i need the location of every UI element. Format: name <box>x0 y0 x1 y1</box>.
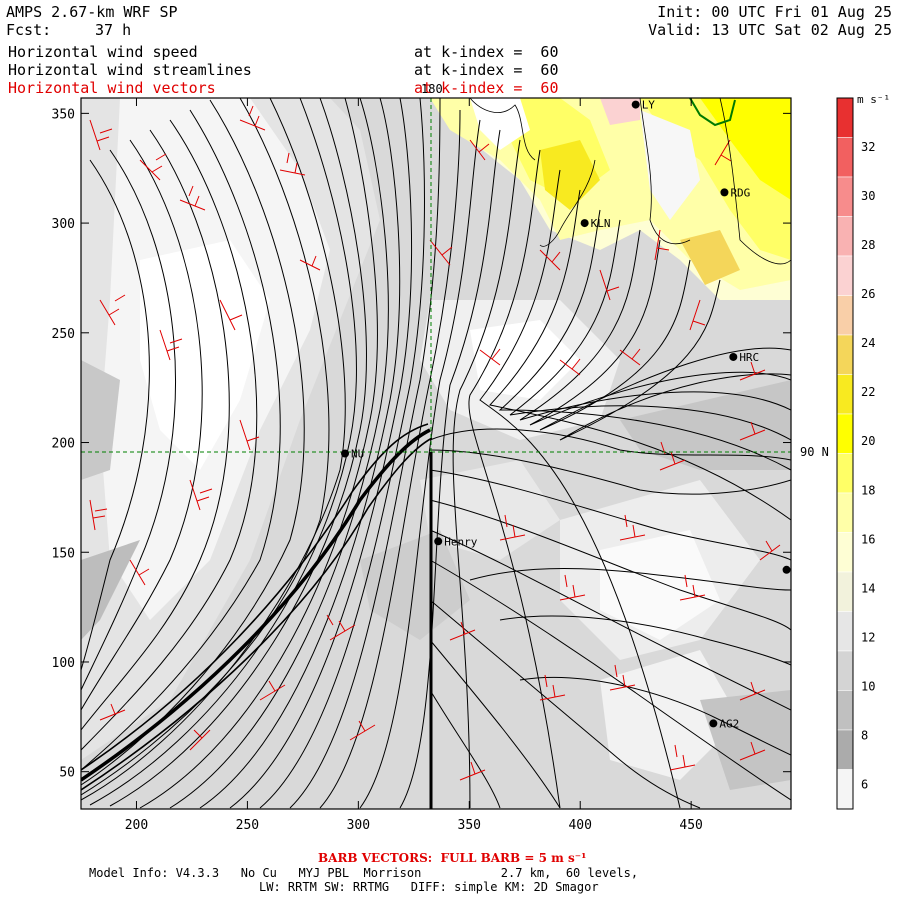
plot-frame <box>80 97 792 810</box>
colorbar-box <box>836 650 854 691</box>
station-label: NU <box>351 448 364 461</box>
y-tick-label: 150 <box>52 546 75 561</box>
colorbar-label: 12 <box>861 630 875 644</box>
station-dot <box>434 537 443 546</box>
station-label: HRC <box>739 351 759 364</box>
coastlines <box>469 98 791 265</box>
colorbar-box <box>836 611 854 652</box>
station-label: KLN <box>591 217 611 230</box>
station-dot <box>341 449 350 458</box>
colorbar-label: 6 <box>861 777 868 791</box>
y-tick-label: 300 <box>52 217 75 232</box>
kindex-wind-vectors: at k-index = 60 <box>414 79 559 97</box>
x-tick-label: 200 <box>125 818 148 833</box>
barb-vector-note: BARB VECTORS: FULL BARB = 5 m s⁻¹ <box>318 851 587 865</box>
colorbar-box <box>836 571 854 612</box>
colorbar-box <box>836 374 854 415</box>
station-label: AG2 <box>719 717 739 730</box>
streamlines <box>81 98 791 809</box>
parallel-label: 90 N <box>800 445 829 459</box>
colorbar-box <box>836 216 854 257</box>
valid-time: Valid: 13 UTC Sat 02 Aug 25 <box>648 21 892 39</box>
station-markers: LY RDG KLN HRC NU Henry AG2 <box>341 99 791 730</box>
wind-barbs <box>89 105 781 781</box>
colorbar-label: 28 <box>861 238 875 252</box>
colorbar-label: 8 <box>861 728 868 742</box>
y-tick-label: 200 <box>52 437 75 452</box>
x-tick-label: 300 <box>347 818 370 833</box>
colorbar-box <box>836 295 854 336</box>
field-wind-streamlines: Horizontal wind streamlines <box>8 61 252 79</box>
kindex-wind-speed: at k-index = 60 <box>414 43 559 61</box>
colorbar-box <box>836 729 854 770</box>
colorbar-box <box>836 97 854 138</box>
y-tick-label: 250 <box>52 327 75 342</box>
wind-speed-map: LY RDG KLN HRC NU Henry AG2 200 250 300 350 400 450… <box>52 82 829 833</box>
colorbar-box <box>836 176 854 217</box>
model-info-line-2: LW: RRTM SW: RRTMG DIFF: simple KM: 2D S… <box>259 880 599 894</box>
x-tick-label: 450 <box>679 818 702 833</box>
forecast-label: Fcst: <box>6 21 52 39</box>
speed-shading <box>81 98 791 790</box>
station-label: Henry <box>444 535 477 548</box>
colorbar-frame <box>836 97 854 810</box>
model-title: AMPS 2.67-km WRF SP <box>6 3 178 21</box>
station-label: RDG <box>730 186 750 199</box>
colorbar-box <box>836 690 854 731</box>
colorbar-labels: 32 30 28 26 24 22 20 18 16 14 12 10 8 6 <box>861 140 875 791</box>
colorbar-label: 24 <box>861 336 875 350</box>
field-wind-vectors: Horizontal wind vectors <box>8 79 216 97</box>
station-label: LY <box>642 99 656 112</box>
colorbar-label: 30 <box>861 189 875 203</box>
x-tick-label: 400 <box>568 818 591 833</box>
colorbar-unit: m s⁻¹ <box>857 93 890 106</box>
station-dot <box>729 352 738 361</box>
station-dot <box>631 100 640 109</box>
colorbar-box <box>836 532 854 573</box>
colorbar-box <box>836 334 854 375</box>
y-tick-label: 350 <box>52 107 75 122</box>
axes: 200 250 300 350 400 450 50 100 150 200 250 300 350 <box>52 98 791 833</box>
colorbar-label: 16 <box>861 532 875 546</box>
colorbar-box <box>836 453 854 494</box>
colorbar-label: 20 <box>861 434 875 448</box>
colorbar-box <box>836 413 854 454</box>
forecast-hours: 37 h <box>95 21 132 39</box>
init-time: Init: 00 UTC Fri 01 Aug 25 <box>657 3 892 21</box>
model-info-line-1: Model Info: V4.3.3 No Cu MYJ PBL Morriso… <box>89 866 639 880</box>
jet-edges <box>81 423 433 791</box>
colorbar-box <box>836 769 854 810</box>
y-tick-label: 100 <box>52 656 75 671</box>
colorbar-boxes <box>836 97 854 810</box>
station-dot <box>782 565 791 574</box>
colorbar-box <box>836 492 854 533</box>
station-dot <box>709 719 718 728</box>
x-tick-label: 250 <box>236 818 259 833</box>
colorbar-label: 18 <box>861 483 875 497</box>
x-tick-label: 350 <box>458 818 481 833</box>
meridian-label: 180 <box>421 82 443 96</box>
station-dot <box>720 188 729 197</box>
green-boundary <box>689 98 736 127</box>
station-dot <box>580 219 589 228</box>
colorbar-label: 10 <box>861 679 875 693</box>
colorbar-label: 32 <box>861 140 875 154</box>
y-tick-label: 50 <box>59 766 75 781</box>
colorbar-label: 22 <box>861 385 875 399</box>
jet-core <box>81 428 431 782</box>
colorbar-label: 26 <box>861 287 875 301</box>
field-wind-speed: Horizontal wind speed <box>8 43 198 61</box>
kindex-wind-streamlines: at k-index = 60 <box>414 61 559 79</box>
colorbar-label: 14 <box>861 581 875 595</box>
colorbar-box <box>836 137 854 178</box>
colorbar-box <box>836 255 854 296</box>
